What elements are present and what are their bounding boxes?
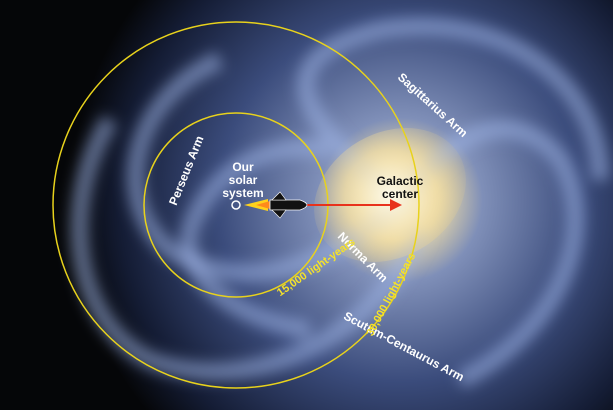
spiral-arms: [70, 17, 609, 389]
solar-system-marker: [231, 200, 241, 210]
arrow-head: [390, 199, 402, 211]
rocket-icon: [244, 191, 308, 219]
galactic-bulge: [314, 128, 466, 262]
solar-system-label: Our: [232, 160, 254, 174]
outer-range-circle: [52, 21, 420, 389]
solar-system-label: system: [222, 186, 263, 200]
galactic-center-label: center: [382, 187, 418, 201]
solar-system-label: solar: [229, 173, 258, 187]
galactic-center-label: Galactic: [377, 174, 424, 188]
